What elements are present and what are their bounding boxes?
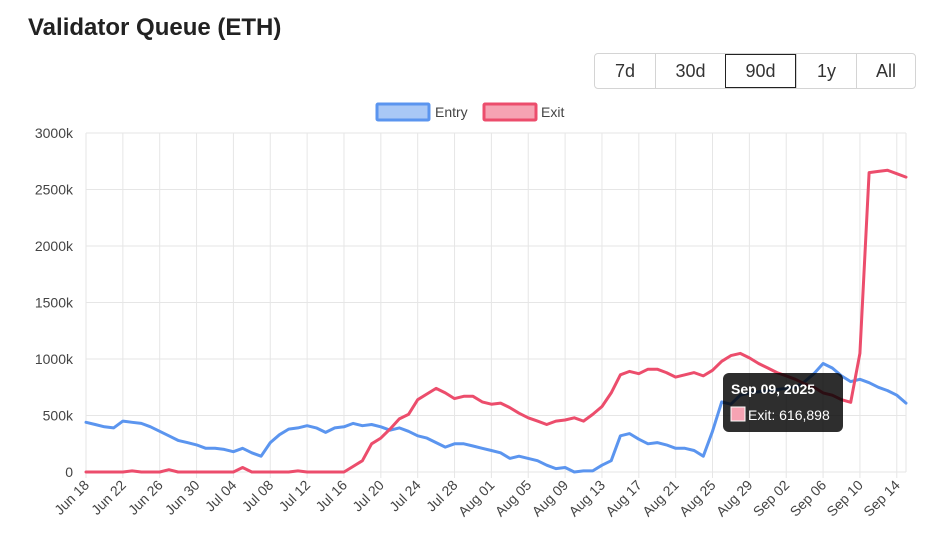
x-tick-label: Aug 17 [602,477,645,520]
range-button-7d[interactable]: 7d [595,54,655,88]
x-tick-label: Jul 04 [202,477,240,515]
range-button-all[interactable]: All [856,54,915,88]
range-button-1y[interactable]: 1y [796,54,856,88]
range-button-30d[interactable]: 30d [655,54,725,88]
range-button-90d[interactable]: 90d [725,54,796,88]
x-tick-label: Aug 25 [676,477,719,520]
tooltip-box [723,373,843,432]
chart-grid [85,132,907,478]
x-tick-label: Jul 12 [276,477,314,515]
time-range-selector: 7d 30d 90d 1y All [594,53,916,89]
x-tick-label: Jun 26 [125,477,166,518]
y-tick-label: 2000k [35,238,74,254]
x-tick-label: Jun 18 [51,477,92,518]
x-tick-label: Sep 14 [860,477,903,520]
x-tick-label: Jul 24 [386,477,424,515]
y-tick-label: 500k [43,408,74,424]
x-tick-label: Sep 10 [823,477,866,520]
legend-label-entry: Entry [435,104,468,120]
legend-label-exit: Exit [541,104,564,120]
y-tick-label: 1500k [35,295,74,311]
legend-item-entry[interactable]: Entry [375,102,468,122]
y-tick-label: 3000k [35,125,74,141]
chart-tooltip: Sep 09, 2025 Exit: 616,898 [723,373,843,432]
page-title: Validator Queue (ETH) [28,14,282,41]
x-tick-label: Aug 01 [455,477,498,520]
x-tick-label: Jun 30 [162,477,203,518]
x-tick-label: Aug 05 [492,477,535,520]
tooltip-title: Sep 09, 2025 [731,381,815,397]
x-tick-label: Jul 16 [312,477,350,515]
y-tick-label: 2500k [35,182,74,198]
x-tick-label: Sep 02 [750,477,793,520]
x-tick-label: Aug 09 [529,477,572,520]
legend-swatch-entry [375,102,431,122]
chart-legend: Entry Exit [375,102,564,122]
series-line-exit[interactable] [84,168,908,474]
x-tick-label: Aug 21 [639,477,682,520]
x-tick-label: Jul 08 [239,477,277,515]
legend-swatch-exit [482,102,538,122]
legend-item-exit[interactable]: Exit [482,102,564,122]
x-tick-label: Jul 20 [349,477,387,515]
x-tick-label: Aug 29 [713,477,756,520]
x-tick-label: Aug 13 [565,477,608,520]
y-tick-label: 0 [65,464,73,480]
x-tick-label: Jun 22 [88,477,129,518]
y-tick-label: 1000k [35,351,74,367]
tooltip-swatch-exit [730,406,746,422]
x-tick-label: Sep 06 [787,477,830,520]
tooltip-label: Exit: 616,898 [748,407,830,423]
